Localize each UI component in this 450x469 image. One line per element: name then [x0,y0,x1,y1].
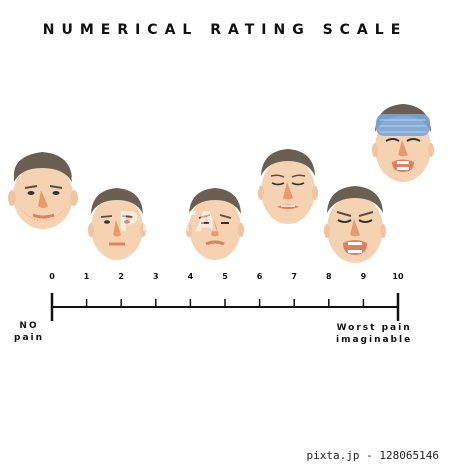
min-label: NO pain [14,320,44,344]
scale-tick-label-7: 7 [291,272,297,281]
scale-tick-label-5: 5 [222,272,228,281]
max-label: Worst pain imaginable [336,322,412,346]
image-credit: pixta.jp - 128065146 [303,448,442,463]
scale-tick-label-6: 6 [257,272,263,281]
scale-tick-label-1: 1 [84,272,90,281]
watermark-text: PIXTA [118,205,220,238]
rating-scale: 0 1 2 3 4 5 6 7 8 9 10 [49,272,404,321]
max-label-line-2: imaginable [336,335,413,345]
face-worst-pain-illustration [372,104,434,182]
face-no-pain-illustration [8,152,78,229]
face-moderate-pain-illustration [186,188,244,260]
min-label-line-1: NO [19,321,39,331]
face-mild-pain-illustration [88,188,146,260]
scale-tick-label-4: 4 [188,272,194,281]
scale-tick-label-2: 2 [118,272,124,281]
scale-tick-label-3: 3 [153,272,159,281]
scale-tick-label-8: 8 [326,272,332,281]
diagram-title: NUMERICAL RATING SCALE [42,22,408,38]
scale-tick-label-10: 10 [392,272,404,281]
scale-tick-label-0: 0 [49,272,55,281]
face-severe-pain-illustration [258,149,318,224]
scale-tick-label-9: 9 [361,272,367,281]
face-very-severe-pain-illustration [324,186,386,263]
min-label-line-2: pain [14,333,45,343]
max-label-line-1: Worst pain [336,323,412,333]
